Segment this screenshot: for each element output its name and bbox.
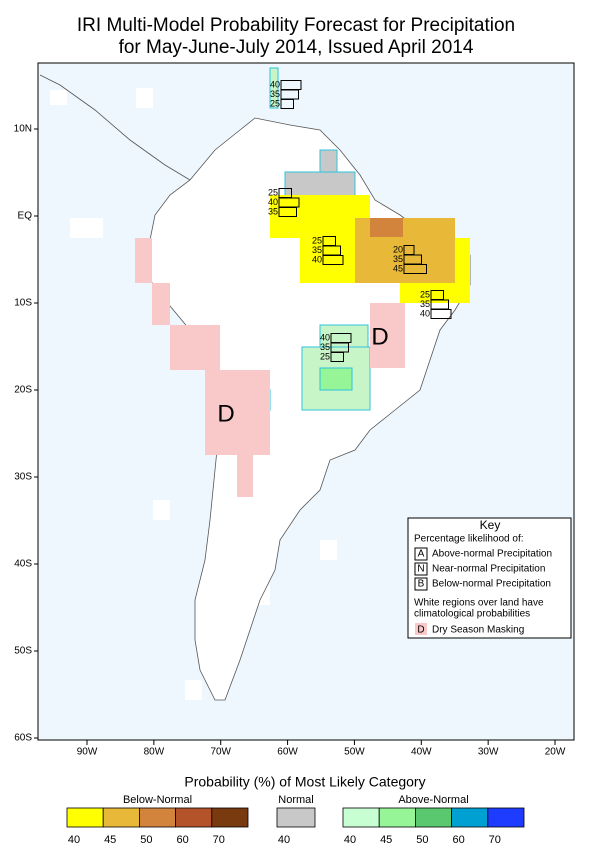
forecast-value: 40 xyxy=(268,197,278,207)
legend-swatch xyxy=(414,807,452,828)
legend-tick-label: 60 xyxy=(452,834,464,845)
legend-swatch xyxy=(487,807,525,828)
title-line: for May-June-July 2014, Issued April 201… xyxy=(119,37,474,58)
lon-label: 80W xyxy=(144,747,165,758)
legend-swatch xyxy=(102,807,140,828)
key-letter-box xyxy=(414,577,428,591)
legend-swatch xyxy=(451,807,489,828)
legend-swatch xyxy=(342,807,380,828)
forecast-value: 35 xyxy=(312,245,322,255)
lon-label: 70W xyxy=(210,747,231,758)
legend-swatch xyxy=(138,807,176,828)
key-item: Near-normal Precipitation xyxy=(432,564,545,575)
forecast-bar xyxy=(322,255,344,265)
legend-tick-label: 70 xyxy=(213,834,225,845)
forecast-value: 25 xyxy=(312,235,322,245)
legend-tick-label: 45 xyxy=(104,834,116,845)
key-letter: A xyxy=(418,549,425,560)
lat-label: 10S xyxy=(14,298,32,309)
forecast-value: 35 xyxy=(320,342,330,352)
key-dry-text: Dry Season Masking xyxy=(432,625,524,636)
key-dry-letter: D xyxy=(417,625,424,636)
forecast-value: 40 xyxy=(320,332,330,342)
lon-label: 60W xyxy=(277,747,298,758)
lat-label: 20S xyxy=(14,385,32,396)
legend-swatch xyxy=(378,807,416,828)
forecast-value: 25 xyxy=(320,351,330,361)
forecast-bar xyxy=(430,309,452,319)
lon-label: 30W xyxy=(478,747,499,758)
forecast-value: 25 xyxy=(420,289,430,299)
forecast-value: 40 xyxy=(420,308,430,318)
legend-tick-label: 70 xyxy=(489,834,501,845)
legend-swatch xyxy=(66,807,104,828)
key-note: White regions over land have xyxy=(414,598,544,609)
legend-swatch xyxy=(211,807,249,828)
forecast-bar xyxy=(280,99,294,109)
key-letter-box xyxy=(414,562,428,576)
key-item: Below-normal Precipitation xyxy=(432,579,551,590)
legend-group-name: Normal xyxy=(278,794,313,806)
forecast-value: 20 xyxy=(393,244,403,254)
forecast-bar xyxy=(330,352,344,362)
key-subtitle: Percentage likelihood of: xyxy=(414,534,524,545)
forecast-value: 40 xyxy=(312,254,322,264)
key-box xyxy=(407,517,572,639)
central-america xyxy=(39,74,191,181)
forecast-value: 45 xyxy=(393,263,403,273)
lat-label: 60S xyxy=(14,733,32,744)
legend-group-name: Below-Normal xyxy=(123,794,192,806)
legend-swatch xyxy=(276,807,316,828)
key: Key Percentage likelihood of: White regi… xyxy=(407,517,572,639)
lat-label: 40S xyxy=(14,559,32,570)
forecast-value: 25 xyxy=(268,187,278,197)
forecast-bar xyxy=(403,264,427,274)
forecast-value: 35 xyxy=(420,299,430,309)
legend-tick-label: 45 xyxy=(380,834,392,845)
legend-swatch xyxy=(175,807,213,828)
key-title: Key xyxy=(480,518,501,532)
legend-tick-label: 40 xyxy=(68,834,80,845)
key-note: climatological probabilities xyxy=(414,609,530,620)
forecast-value: 40 xyxy=(270,79,280,89)
forecast-value: 25 xyxy=(270,98,280,108)
forecast-value: 35 xyxy=(268,206,278,216)
key-letter: N xyxy=(417,564,424,575)
legend-tick-label: 60 xyxy=(176,834,188,845)
forecast-value: 35 xyxy=(270,89,280,99)
legend-title: Probability (%) of Most Likely Category xyxy=(184,774,425,790)
lat-label: EQ xyxy=(18,211,33,222)
lon-label: 20W xyxy=(545,747,566,758)
dry-mark: D xyxy=(371,323,388,350)
legend-tick-label: 40 xyxy=(278,834,290,845)
dry-season-regions xyxy=(135,238,405,497)
dry-mark: D xyxy=(217,400,234,427)
legend-tick-label: 50 xyxy=(416,834,428,845)
lon-label: 90W xyxy=(77,747,98,758)
legend-tick-label: 50 xyxy=(140,834,152,845)
forecast-bar xyxy=(278,207,297,217)
lon-label: 50W xyxy=(344,747,365,758)
lat-label: 50S xyxy=(14,646,32,657)
lat-label: 30S xyxy=(14,472,32,483)
key-item: Above-normal Precipitation xyxy=(432,549,552,560)
lon-label: 40W xyxy=(411,747,432,758)
legend-tick-label: 40 xyxy=(344,834,356,845)
key-letter-box xyxy=(414,547,428,561)
lat-label: 10N xyxy=(14,124,32,135)
legend-group-name: Above-Normal xyxy=(398,794,468,806)
key-letter: B xyxy=(418,579,425,590)
forecast-value: 35 xyxy=(393,254,403,264)
title-line: IRI Multi-Model Probability Forecast for… xyxy=(77,15,515,36)
key-dry-swatch xyxy=(415,623,427,635)
